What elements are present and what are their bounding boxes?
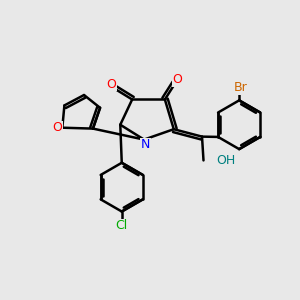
Text: O: O	[173, 73, 183, 86]
Text: O: O	[52, 121, 62, 134]
Text: Br: Br	[234, 81, 248, 94]
Text: O: O	[106, 77, 116, 91]
Text: OH: OH	[216, 154, 235, 167]
Text: Cl: Cl	[116, 219, 128, 232]
Text: N: N	[141, 138, 150, 152]
